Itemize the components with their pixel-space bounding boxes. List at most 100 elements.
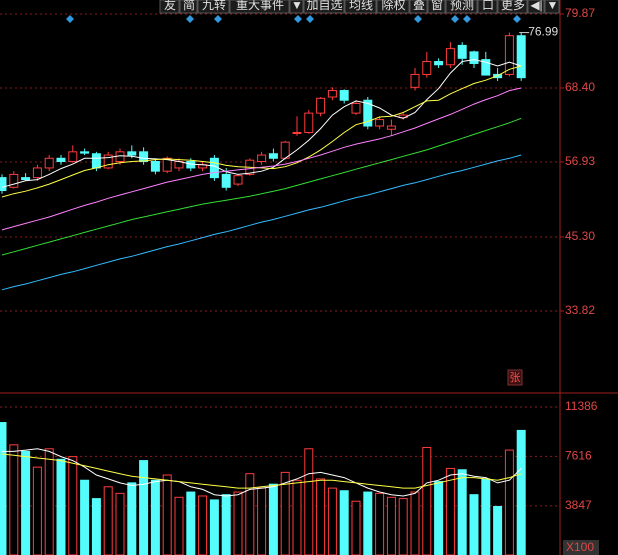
volume-bar [304, 448, 314, 555]
candle-body [9, 173, 19, 188]
toolbar-button[interactable] [197, 0, 230, 14]
candle-body [68, 151, 78, 162]
y-tick-label: 56.93 [565, 154, 595, 168]
toolbar-button[interactable] [497, 0, 528, 14]
toolbar-label[interactable]: 口 [482, 0, 494, 12]
toolbar-button[interactable] [445, 0, 478, 14]
ma-line [1, 65, 522, 198]
ma-line [1, 117, 522, 256]
toolbar-button[interactable] [303, 0, 345, 14]
volume-bar [457, 469, 467, 555]
info-marker[interactable] [214, 15, 222, 23]
info-marker[interactable] [186, 15, 194, 23]
info-marker[interactable] [414, 15, 422, 23]
volume-bar [245, 473, 255, 555]
candle-body [21, 177, 31, 181]
toolbar-label[interactable]: 预测 [450, 0, 474, 12]
candle-body [103, 154, 113, 169]
volume-bar [481, 478, 491, 555]
volume-bar [198, 495, 208, 555]
candle-body [339, 90, 349, 101]
info-marker[interactable] [306, 15, 314, 23]
volume-bar [115, 492, 125, 555]
volume-bar [44, 448, 54, 555]
volume-bar [434, 481, 444, 555]
y-tick-label: 33.82 [565, 303, 595, 317]
candle-body [469, 51, 479, 64]
candle-body [292, 131, 302, 134]
toolbar-label[interactable]: 加自选 [306, 0, 342, 12]
badge-box [507, 369, 523, 386]
volume-bar [327, 487, 337, 555]
volume-bar [162, 474, 172, 555]
toolbar-label[interactable]: ◀| [530, 0, 542, 12]
candle-body [221, 173, 231, 188]
y-tick-label: 7616 [565, 449, 592, 463]
ma-line [1, 154, 522, 291]
toolbar-button[interactable] [229, 0, 290, 14]
toolbar-button[interactable] [376, 0, 410, 14]
volume-bar [56, 458, 66, 555]
candle-body [150, 160, 160, 172]
toolbar-label[interactable]: 友 [164, 0, 176, 12]
toolbar-button[interactable] [344, 0, 377, 14]
volume-bar [221, 494, 231, 555]
volume-bar [80, 479, 90, 555]
volume-bar [186, 491, 196, 555]
info-marker[interactable] [513, 15, 521, 23]
toolbar-label[interactable]: 除权 [381, 0, 405, 12]
toolbar-button[interactable] [477, 0, 498, 14]
volume-ma-line [1, 453, 522, 489]
toolbar-label[interactable]: 窗 [431, 0, 443, 12]
volume-bar [91, 498, 101, 555]
candle-body [0, 177, 7, 192]
volume-bar [174, 496, 184, 555]
volume-bar [516, 429, 526, 555]
toolbar-button[interactable] [289, 0, 304, 14]
toolbar-button[interactable] [409, 0, 428, 14]
toolbar-label[interactable]: 重大事件 [236, 0, 284, 12]
y-tick-label: 45.30 [565, 229, 595, 243]
volume-bar [68, 456, 78, 555]
y-tick-label: 79.87 [565, 6, 595, 20]
toolbar-button[interactable] [179, 0, 198, 14]
toolbar-button[interactable] [427, 0, 446, 14]
toolbar-label[interactable]: 叠 [413, 0, 425, 12]
candle-body [162, 157, 172, 172]
candle-body [304, 112, 314, 133]
volume-bar [351, 500, 361, 555]
volume-bar [493, 505, 503, 555]
toolbar-button[interactable] [544, 0, 560, 14]
candle-body [233, 175, 243, 185]
candle-body [115, 151, 125, 162]
ma-line [1, 59, 522, 188]
volume-ma-line [2, 448, 522, 497]
info-marker[interactable] [66, 15, 74, 23]
high-label: 76.99 [528, 25, 558, 39]
info-marker[interactable] [451, 15, 459, 23]
volume-bar [410, 491, 420, 555]
candle-body [127, 151, 137, 156]
candle-body [268, 153, 278, 159]
toolbar-label[interactable]: 更多 [501, 0, 525, 12]
volume-bar [0, 422, 7, 555]
toolbar-button[interactable] [159, 0, 180, 14]
candle-body [434, 61, 444, 66]
candle-body [516, 35, 526, 79]
candle-body [504, 35, 514, 75]
info-marker[interactable] [294, 15, 302, 23]
candle-body [481, 59, 491, 76]
candle-body [257, 154, 267, 162]
volume-bar [268, 483, 278, 555]
candle-body [32, 167, 42, 179]
volume-bar [292, 479, 302, 555]
toolbar-label[interactable]: ▼ [291, 0, 303, 12]
toolbar-label[interactable]: ▼ [547, 0, 559, 12]
volume-bar [386, 496, 396, 555]
toolbar-label[interactable]: 九转 [202, 0, 226, 12]
toolbar-label[interactable]: 简 [183, 0, 195, 12]
volume-bar [9, 444, 19, 555]
toolbar-label[interactable]: 均线 [349, 0, 373, 12]
toolbar-button[interactable] [527, 0, 545, 14]
info-marker[interactable] [463, 15, 471, 23]
